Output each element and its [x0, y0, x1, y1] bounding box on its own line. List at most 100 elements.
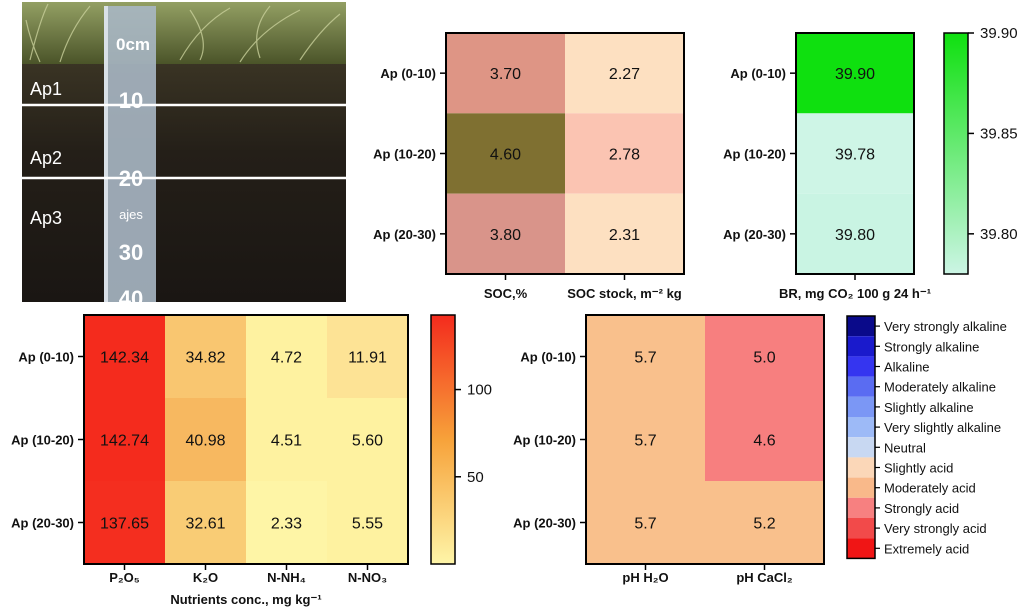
nutrients-colorbar [430, 314, 456, 565]
ph-legend-label-3: Moderately alkaline [884, 380, 996, 395]
ph-legend-label-8: Moderately acid [884, 481, 976, 496]
br-value-1-0: 39.78 [835, 147, 875, 164]
ph-legend-swatch-11 [847, 538, 875, 559]
grass-blades [25, 3, 341, 63]
br-cell-2-0 [796, 193, 914, 274]
br-row-label-0: Ap (0-10) [730, 66, 786, 81]
ruler-edge [104, 6, 108, 302]
soc-cell-1-1 [565, 113, 684, 194]
nutrients-cell-1-2 [246, 398, 327, 481]
ruler-tick-0: 0cm [116, 35, 150, 54]
nutrients-colorbar-label-1: 50 [467, 469, 484, 486]
ph-legend-label-5: Very slightly alkaline [884, 420, 1001, 435]
ph-legend-swatch-2 [847, 356, 875, 377]
ph-row-label-1: Ap (10-20) [513, 433, 576, 448]
ph-legend-label-4: Slightly alkaline [884, 400, 974, 415]
nutrients-cell-1-1 [165, 398, 246, 481]
ph-value-0-0: 5.7 [634, 350, 656, 367]
nutrients-value-1-1: 40.98 [185, 433, 225, 450]
heatmap-panels: 3.70 2.27 4.60 2.78 3.80 2.31 Ap (0-10) Ap (10-… [11, 25, 1017, 607]
br-colorbar-label-2: 39.80 [980, 226, 1018, 243]
nutrients-cell-0-0 [84, 315, 165, 398]
soc-row-label-2: Ap (20-30) [373, 227, 436, 242]
br-col-label-0: BR, mg CO₂ 100 g 24 h⁻¹ [779, 286, 931, 301]
soc-cell-2-1 [565, 193, 684, 274]
ph-row-label-2: Ap (20-30) [513, 516, 576, 531]
nutrients-cell-1-3 [327, 398, 408, 481]
nutrients-row-label-1: Ap (10-20) [11, 433, 74, 448]
nutrients-cell-0-2 [246, 315, 327, 398]
ph-legend-swatch-5 [847, 417, 875, 438]
soil-profile-photo: 0cm 10 20 ajes 30 40 Ap1 Ap2 Ap3 [22, 2, 346, 311]
nutrients-cell-0-1 [165, 315, 246, 398]
soc-value-0-1: 2.27 [609, 66, 640, 83]
soc-value-2-1: 2.31 [609, 227, 640, 244]
nutrients-value-2-0: 137.65 [100, 516, 149, 533]
nutrients-cell-2-1 [165, 481, 246, 564]
nutrients-colorbar-label-0: 100 [467, 382, 492, 399]
br-cell-0-0 [796, 33, 914, 114]
ph-legend-label-10: Very strongly acid [884, 521, 987, 536]
ruler-tick-40: 40 [119, 286, 143, 311]
horizon-label-ap3: Ap3 [30, 208, 62, 228]
ph-legend-label-2: Alkaline [884, 360, 930, 375]
ruler [104, 6, 156, 302]
nutrients-value-1-2: 4.51 [271, 433, 302, 450]
nutrients-value-0-0: 142.34 [100, 350, 149, 367]
soc-cell-2-0 [446, 193, 565, 274]
nutrients-col-label-2: N-NH₄ [267, 570, 306, 585]
soc-value-1-0: 4.60 [490, 147, 521, 164]
soc-cell-1-0 [446, 113, 565, 194]
ph-value-1-0: 5.7 [634, 433, 656, 450]
ph-value-1-1: 4.6 [753, 433, 775, 450]
soc-value-2-0: 3.80 [490, 227, 521, 244]
ph-value-2-0: 5.7 [634, 516, 656, 533]
nutrients-value-2-3: 5.55 [352, 516, 383, 533]
nutrients-col-label-1: K₂O [193, 570, 218, 585]
soc-value-0-0: 3.70 [490, 66, 521, 83]
ph-legend-label-9: Strongly acid [884, 501, 959, 516]
nutrients-value-1-0: 142.74 [100, 433, 149, 450]
nutrients-col-label-0: P₂O₅ [109, 570, 140, 585]
soc-value-1-1: 2.78 [609, 147, 640, 164]
nutrients-cell-2-0 [84, 481, 165, 564]
br-row-label-1: Ap (10-20) [723, 147, 786, 162]
ruler-tick-30: 30 [119, 240, 143, 265]
br-colorbar [943, 32, 969, 275]
soc-col-label-1: SOC stock, m⁻² kg [567, 286, 682, 301]
br-cell-1-0 [796, 113, 914, 194]
nutrients-value-0-1: 34.82 [185, 350, 225, 367]
ph-legend-label-1: Strongly alkaline [884, 339, 979, 354]
ph-legend-swatch-1 [847, 336, 875, 357]
br-row-label-2: Ap (20-30) [723, 227, 786, 242]
br-colorbar-label-0: 39.90 [980, 25, 1018, 42]
ph-cell-0-1 [705, 315, 824, 398]
soc-col-label-0: SOC,% [484, 286, 528, 301]
br-value-0-0: 39.90 [835, 66, 875, 83]
horizon-label-ap2: Ap2 [30, 148, 62, 168]
nutrients-cell-2-2 [246, 481, 327, 564]
nutrients-cell-0-3 [327, 315, 408, 398]
ph-legend-swatch-3 [847, 376, 875, 397]
soc-row-label-0: Ap (0-10) [380, 66, 436, 81]
ph-legend-swatch-7 [847, 457, 875, 478]
ph-legend-swatch-0 [847, 316, 875, 337]
ph-legend-label-7: Slightly acid [884, 461, 953, 476]
br-colorbar-label-1: 39.85 [980, 125, 1018, 142]
ph-legend-frame [846, 315, 876, 560]
br-value-2-0: 39.80 [835, 227, 875, 244]
ph-col-label-1: pH CaCl₂ [736, 570, 793, 585]
soc-cell-0-1 [565, 33, 684, 114]
nutrients-col-label-3: N-NO₃ [348, 570, 387, 585]
ph-cell-1-1 [705, 398, 824, 481]
nutrients-row-label-2: Ap (20-30) [11, 516, 74, 531]
soc-cell-0-0 [446, 33, 565, 114]
ph-legend-label-11: Extremely acid [884, 541, 969, 556]
ruler-body [104, 6, 156, 302]
ph-row-label-0: Ap (0-10) [520, 350, 576, 365]
nutrients-value-0-2: 4.72 [271, 350, 302, 367]
nutrients-value-2-2: 2.33 [271, 516, 302, 533]
ph-cell-2-0 [586, 481, 705, 564]
ph-legend-label-0: Very strongly alkaline [884, 319, 1007, 334]
